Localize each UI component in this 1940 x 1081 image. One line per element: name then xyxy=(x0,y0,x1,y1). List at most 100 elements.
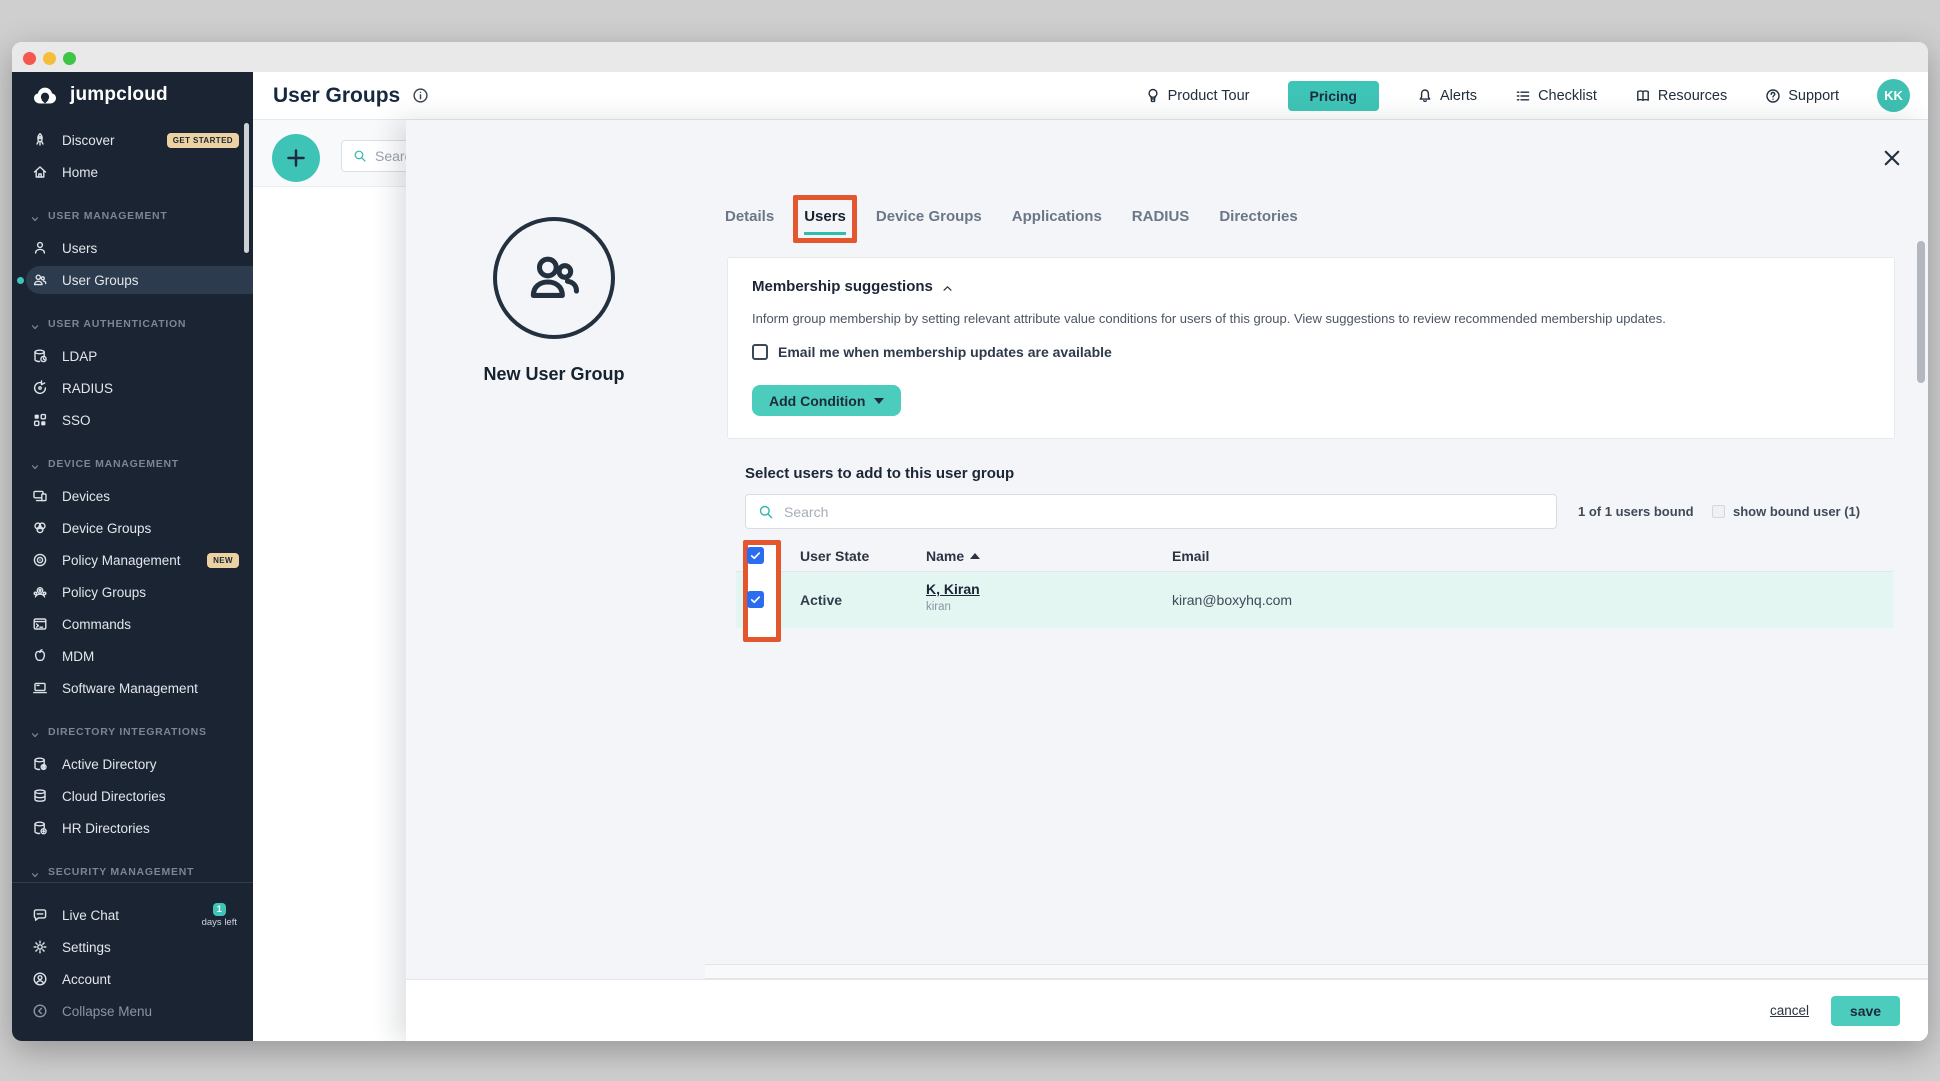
pricing-button[interactable]: Pricing xyxy=(1287,80,1379,111)
sidebar-item-users[interactable]: Users xyxy=(12,232,253,264)
sidebar-item-active-directory[interactable]: Active Directory xyxy=(12,748,253,780)
sidebar-item-settings[interactable]: Settings xyxy=(12,931,253,963)
hr-directory-icon xyxy=(32,820,48,836)
user-icon xyxy=(32,240,48,256)
balloon-icon xyxy=(1145,88,1161,104)
email-updates-checkbox[interactable] xyxy=(752,344,768,360)
header-action-checklist[interactable]: Checklist xyxy=(1515,88,1597,104)
software-icon xyxy=(32,680,48,696)
sidebar-section-user-authentication[interactable]: USER AUTHENTICATION xyxy=(12,308,253,340)
modal-footer: cancel save xyxy=(406,979,1928,1041)
tab-details[interactable]: Details xyxy=(725,208,775,225)
tab-applications[interactable]: Applications xyxy=(1011,208,1102,225)
chevron-down-icon xyxy=(30,211,40,222)
membership-suggestions-card: Membership suggestions Inform group memb… xyxy=(727,257,1895,439)
sidebar-scrollbar[interactable] xyxy=(244,123,249,253)
window-titlebar xyxy=(12,42,1928,72)
page-search-placeholder: Search xyxy=(375,148,406,164)
column-user-state[interactable]: User State xyxy=(800,547,870,564)
sort-asc-icon xyxy=(970,552,981,559)
add-condition-button[interactable]: Add Condition xyxy=(752,385,902,416)
show-bound-user-option[interactable]: show bound user (1) xyxy=(1712,494,1860,529)
horizontal-scrollbar[interactable] xyxy=(705,964,1928,979)
tab-directories[interactable]: Directories xyxy=(1219,208,1298,225)
collapse-icon xyxy=(32,1003,48,1019)
header-action-resources[interactable]: Resources xyxy=(1635,88,1727,104)
sidebar-item-policy-management[interactable]: Policy Management NEW xyxy=(12,544,253,576)
save-button[interactable]: save xyxy=(1831,995,1900,1026)
sidebar-item-collapse-menu[interactable]: Collapse Menu xyxy=(12,995,253,1027)
chevron-down-icon xyxy=(30,727,40,738)
sidebar-item-device-groups[interactable]: Device Groups xyxy=(12,512,253,544)
caret-down-icon xyxy=(874,397,885,404)
select-users-heading: Select users to add to this user group xyxy=(745,465,1015,482)
sidebar-item-sso[interactable]: SSO xyxy=(12,404,253,436)
page-search-input[interactable]: Search xyxy=(341,140,406,172)
sidebar-section-directory-integrations[interactable]: DIRECTORY INTEGRATIONS xyxy=(12,716,253,748)
column-name[interactable]: Name xyxy=(926,548,981,564)
minimize-window-button[interactable] xyxy=(43,52,56,65)
search-icon xyxy=(758,504,774,520)
info-icon[interactable] xyxy=(412,87,429,104)
users-table: User State Name Email Active K, Kiran kira… xyxy=(736,540,1893,642)
select-all-checkbox[interactable] xyxy=(747,546,764,564)
tab-device-groups[interactable]: Device Groups xyxy=(875,208,982,225)
sidebar-item-live-chat[interactable]: Live Chat 1 days left xyxy=(12,899,253,931)
row-checkbox[interactable] xyxy=(747,591,764,608)
user-groups-page-background: Search xyxy=(253,120,406,1041)
email-updates-label: Email me when membership updates are ava… xyxy=(778,344,1112,360)
chevron-down-icon xyxy=(30,459,40,470)
modal-scrollbar[interactable] xyxy=(1917,241,1925,383)
email-updates-option[interactable]: Email me when membership updates are ava… xyxy=(752,344,1112,360)
close-icon[interactable] xyxy=(1882,148,1902,168)
sidebar-item-home[interactable]: Home xyxy=(12,156,253,188)
sidebar-item-radius[interactable]: RADIUS xyxy=(12,372,253,404)
tab-radius[interactable]: RADIUS xyxy=(1131,208,1190,225)
users-search-input[interactable] xyxy=(784,503,1556,520)
sidebar-item-policy-groups[interactable]: Policy Groups xyxy=(12,576,253,608)
sidebar-section-user-management[interactable]: USER MANAGEMENT xyxy=(12,200,253,232)
column-email[interactable]: Email xyxy=(1172,547,1210,564)
collapse-section-icon[interactable] xyxy=(942,281,953,292)
trial-days-label: days left xyxy=(201,916,237,928)
sidebar-item-hr-directories[interactable]: HR Directories xyxy=(12,812,253,844)
close-window-button[interactable] xyxy=(23,52,36,65)
group-name: New User Group xyxy=(483,364,625,384)
page-title: User Groups xyxy=(273,83,401,107)
radius-icon xyxy=(32,380,48,396)
checklist-icon xyxy=(1515,88,1531,104)
user-name-link[interactable]: K, Kiran xyxy=(926,581,980,597)
commands-icon xyxy=(32,616,48,632)
chevron-down-icon xyxy=(30,867,40,878)
cancel-button[interactable]: cancel xyxy=(1769,1003,1809,1018)
sidebar-item-mdm[interactable]: MDM xyxy=(12,640,253,672)
jumpcloud-logo[interactable]: jumpcloud xyxy=(28,84,168,106)
sidebar-item-cloud-directories[interactable]: Cloud Directories xyxy=(12,780,253,812)
sidebar-section-device-management[interactable]: DEVICE MANAGEMENT xyxy=(12,448,253,480)
zoom-window-button[interactable] xyxy=(63,52,76,65)
header-action-support[interactable]: Support xyxy=(1765,88,1839,104)
add-user-group-button[interactable] xyxy=(272,134,320,182)
tab-users[interactable]: Users xyxy=(793,195,857,243)
sidebar-item-software-management[interactable]: Software Management xyxy=(12,672,253,704)
sidebar-item-account[interactable]: Account xyxy=(12,963,253,995)
active-indicator-dot xyxy=(17,276,24,284)
membership-suggestions-title: Membership suggestions xyxy=(752,278,933,295)
sidebar-item-commands[interactable]: Commands xyxy=(12,608,253,640)
policy-group-icon xyxy=(32,584,48,600)
header-action-alerts[interactable]: Alerts xyxy=(1417,88,1477,104)
sidebar-item-devices[interactable]: Devices xyxy=(12,480,253,512)
table-row[interactable]: Active K, Kiran kiran kiran@boxyhq.com xyxy=(736,572,1893,628)
group-avatar xyxy=(493,217,615,339)
sidebar-item-ldap[interactable]: LDAP xyxy=(12,340,253,372)
sso-icon xyxy=(32,412,48,428)
sidebar-section-security-management[interactable]: SECURITY MANAGEMENT xyxy=(12,856,253,888)
sidebar-item-discover[interactable]: Discover GET STARTED xyxy=(12,124,253,156)
sidebar-item-user-groups[interactable]: User Groups xyxy=(12,264,253,296)
user-avatar[interactable]: KK xyxy=(1877,79,1910,112)
show-bound-checkbox[interactable] xyxy=(1712,505,1725,518)
header-action-product-tour[interactable]: Product Tour xyxy=(1145,88,1250,104)
logo-text: jumpcloud xyxy=(70,84,168,105)
page-header: User Groups Product Tour Pricing Alerts Che… xyxy=(253,72,1928,120)
